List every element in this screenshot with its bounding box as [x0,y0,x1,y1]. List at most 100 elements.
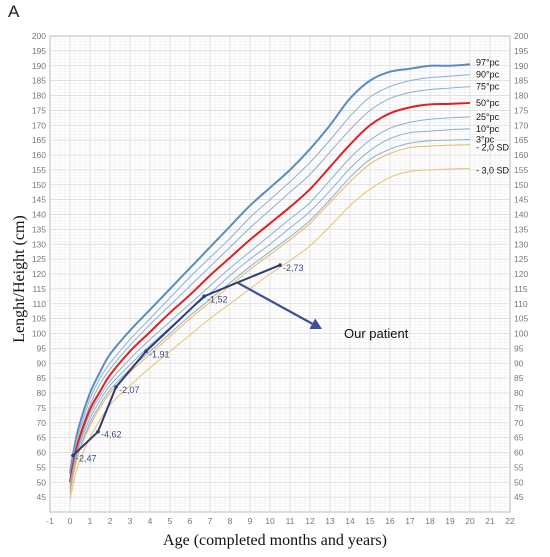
y-tick-label: 55 [37,462,47,472]
y-tick-label: 200 [32,31,46,41]
y-tick-label: 125 [32,254,46,264]
x-tick-labels: -1 0 1 2 3 4 5 6 7 8 9 10 11 12 13 14 15 16 17 18 19 20 21 22 [46,516,515,526]
annotation-arrow-head [309,318,322,330]
x-tick-label: 16 [385,516,395,526]
y-tick-label: 115 [514,284,528,294]
x-tick-label: 8 [228,516,233,526]
x-tick-label: 15 [365,516,375,526]
x-axis-label: Age (completed months and years) [163,532,387,549]
y-tick-label: 75 [514,403,524,413]
y-tick-label: 105 [32,314,46,324]
curve-90-pc [69,74,471,477]
curve-75-pc [69,86,471,480]
patient-point [202,294,206,299]
curve-label: 90°pc [476,70,500,80]
y-tick-label: 200 [514,31,528,41]
y-tick-label: 180 [514,91,528,101]
y-tick-label: 65 [37,433,47,443]
y-tick-label: 140 [32,210,46,220]
patient-point [144,349,148,354]
y-tick-label: 100 [514,329,528,339]
y-tick-label: 145 [32,195,46,205]
y-tick-label: 195 [32,46,46,56]
curve-25-pc [69,116,471,486]
x-tick-label: 10 [265,516,275,526]
annotation-text: Our patient [344,326,409,341]
x-tick-label: 21 [485,516,495,526]
y-tick-label: 100 [32,329,46,339]
curve-label: 3°pc [476,135,495,145]
y-tick-label: 45 [37,492,47,502]
curve-50-pc [69,101,471,483]
y-tick-label: 85 [514,373,524,383]
y-tick-label: 170 [32,120,46,130]
y-tick-label: 120 [514,269,528,279]
y-tick-label: 50 [514,477,524,487]
y-tick-label: 55 [514,462,524,472]
x-tick-label: 12 [305,516,315,526]
curve-label: 50°pc [476,98,500,108]
y-tick-label: 160 [32,150,46,160]
plot-frame [49,35,511,513]
percentile-curves [69,63,471,501]
curve-label: - 3,0 SD [476,165,510,175]
annotation: Our patient [237,281,409,341]
y-tick-label: 120 [32,269,46,279]
y-tick-label: 190 [514,61,528,71]
plot-border [49,35,511,513]
y-tick-label: 50 [37,477,47,487]
patient-sds-label: -1,52 [207,294,228,304]
y-tick-label: 130 [32,239,46,249]
y-tick-label: 165 [514,135,528,145]
patient-line [72,264,281,457]
y-tick-label: 60 [37,448,47,458]
curve-label: 10°pc [476,124,500,134]
y-tick-label: 105 [514,314,528,324]
y-tick-label: 130 [514,239,528,249]
curve-3-pc [69,139,471,492]
y-tick-label: 135 [32,224,46,234]
y-tick-label: 155 [514,165,528,175]
y-tick-label: 110 [32,299,46,309]
y-tick-label: 65 [514,433,524,443]
y-tick-label: 115 [32,284,46,294]
patient-point [96,429,100,434]
x-tick-label: 0 [68,516,73,526]
y-tick-label: 195 [514,46,528,56]
curve-97-pc [69,63,471,474]
y-tick-label: 155 [32,165,46,175]
y-tick-label: 185 [32,76,46,86]
y-tick-label: 175 [32,105,46,115]
y-tick-label: 70 [37,418,47,428]
patient-sds-label: -2,47 [76,453,97,463]
y-tick-label: 45 [514,492,524,502]
y-tick-label: 140 [514,210,528,220]
x-tick-label: 3 [128,516,133,526]
percentile-labels: 97°pc 90°pc 75°pc 50°pc 25°pc 10°pc3°pc- 2,0 … [476,57,510,175]
y-tick-label: 110 [514,299,528,309]
patient-sds-label: -2,73 [283,263,304,273]
y-tick-label: 80 [514,388,524,398]
patient-sds-label: -1,91 [149,349,170,359]
y-tick-label: 135 [514,224,528,234]
curve-label: 25°pc [476,112,500,122]
patient-series: -2,47 -4,62 -2,07 -1,91 -1,52 -2,73 [71,263,304,463]
patient-point [114,385,118,389]
annotation-arrow-shaft [237,281,313,325]
panel-label: A [8,2,20,21]
y-tick-label: 150 [514,180,528,190]
x-tick-label: 4 [148,516,153,526]
y-tick-labels-right: 45 50 55 60 65 70 75 80 85 90 95 100 105 110 115 120 125… [514,31,528,502]
patient-point [278,263,282,267]
y-tick-label: 150 [32,180,46,190]
x-tick-label: 13 [325,516,335,526]
x-tick-label: 6 [188,516,193,526]
x-tick-label: 9 [248,516,253,526]
x-tick-label: 7 [208,516,213,526]
y-tick-label: 85 [37,373,47,383]
x-tick-label: -1 [46,516,54,526]
curve--3-0-sd [69,167,471,501]
y-tick-label: 90 [37,358,47,368]
y-tick-label: 80 [37,388,47,398]
